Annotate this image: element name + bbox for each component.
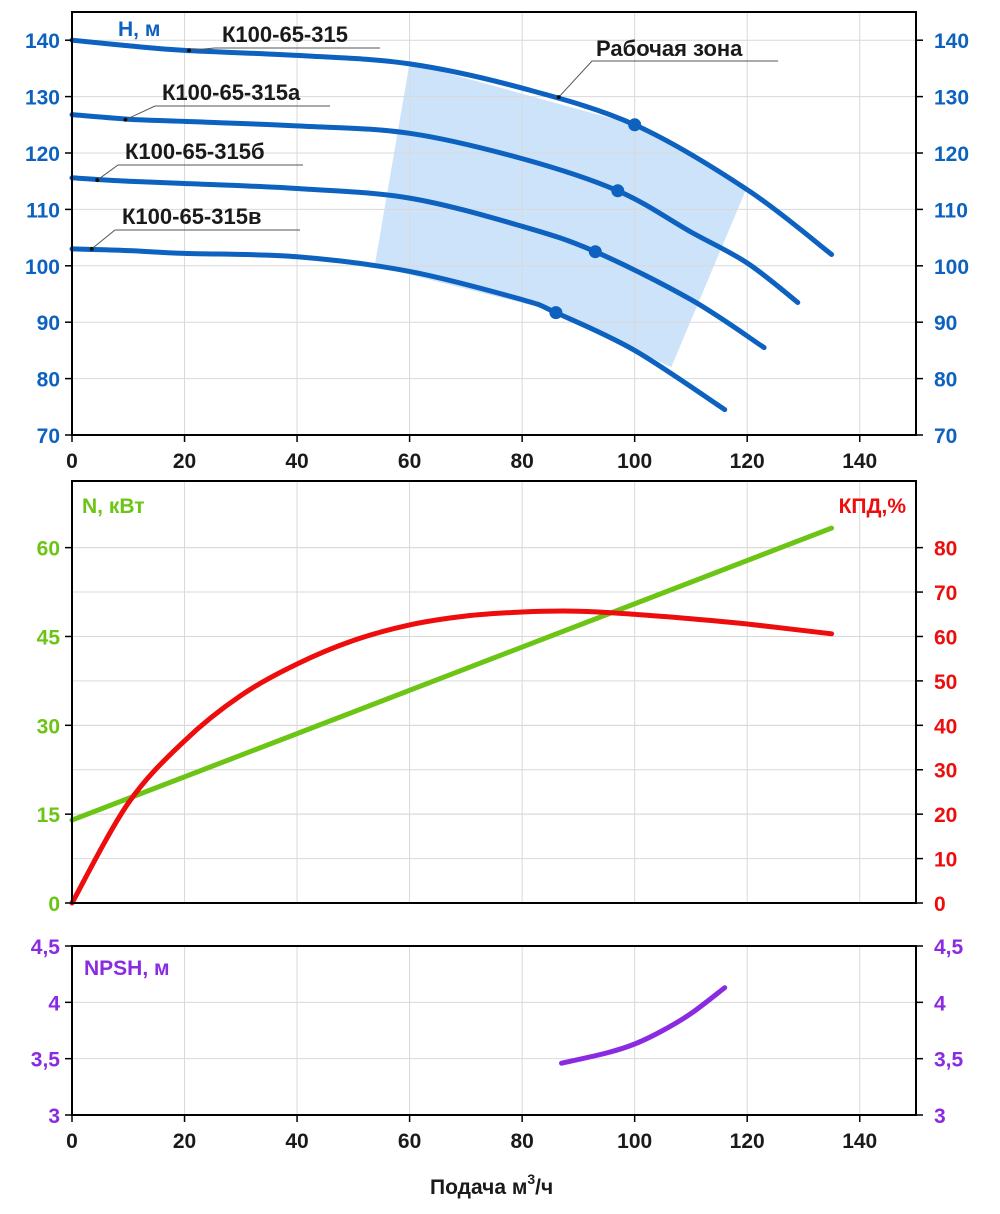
x-tick-label: 120 xyxy=(730,450,765,473)
y-tick-label: 80 xyxy=(934,369,957,392)
x-axis-title-main: Подача м xyxy=(430,1176,527,1199)
y-tick-label: 4,5 xyxy=(31,936,61,959)
curve-leader-line xyxy=(91,229,300,250)
y-tick-label: 30 xyxy=(934,760,957,783)
y-tick-label: 70 xyxy=(934,425,957,448)
y-tick-label: 3 xyxy=(48,1105,60,1128)
efficiency-curve xyxy=(69,608,835,906)
y-tick-label: 100 xyxy=(934,256,969,279)
y-tick-label: 60 xyxy=(37,538,60,561)
curve-leader-line xyxy=(125,105,330,121)
y-tick-label: 80 xyxy=(37,369,60,392)
x-tick-label: 20 xyxy=(173,450,196,473)
y-tick-label: 90 xyxy=(37,312,60,335)
y-tick-label: 4 xyxy=(48,992,60,1015)
work-zone-area xyxy=(374,62,748,368)
x-axis-title-superscript: 3 xyxy=(527,1171,535,1187)
y-tick-label: 120 xyxy=(934,143,969,166)
y-tick-label: 4,5 xyxy=(934,936,964,959)
y-tick-label: 15 xyxy=(37,804,61,827)
y-tick-label: 40 xyxy=(934,715,957,738)
y-tick-label: 3,5 xyxy=(934,1049,964,1072)
npsh-axis-title: NPSH, м xyxy=(84,957,170,980)
y-tick-label: 4 xyxy=(934,992,946,1015)
npsh-curve xyxy=(559,985,728,1066)
y-tick-label: 120 xyxy=(25,143,60,166)
y-tick-label: 100 xyxy=(25,256,60,279)
x-tick-label: 80 xyxy=(510,1130,533,1153)
curve-leader-dot xyxy=(95,178,100,183)
x-tick-label: 0 xyxy=(66,450,78,473)
x-axis-title-tail: /ч xyxy=(535,1176,553,1199)
power-axis-title: N, кВт xyxy=(82,495,145,518)
y-tick-label: 50 xyxy=(934,671,957,694)
y-tick-label: 110 xyxy=(934,199,968,222)
x-tick-label: 80 xyxy=(510,450,533,473)
curve-leader-dot xyxy=(187,48,192,53)
work-zone-leader-dot xyxy=(556,95,561,100)
head-curve xyxy=(69,246,728,413)
x-tick-label: 100 xyxy=(617,450,652,473)
curve-label: К100-65-315 xyxy=(222,22,348,47)
x-tick-label: 60 xyxy=(398,450,421,473)
operating-point-marker xyxy=(588,245,602,259)
efficiency-axis-title: КПД,% xyxy=(839,495,907,518)
work-zone-label: Рабочая зона xyxy=(596,36,743,61)
curve-leader-line xyxy=(97,164,303,181)
y-tick-label: 3,5 xyxy=(31,1049,61,1072)
work-zone-leader-line xyxy=(558,60,778,98)
npsh-plot-frame xyxy=(71,945,917,1116)
y-tick-label: 110 xyxy=(26,199,60,222)
curve-leader-dot xyxy=(123,117,128,122)
operating-point-marker xyxy=(628,118,642,132)
x-tick-label: 0 xyxy=(66,1130,78,1153)
y-tick-label: 140 xyxy=(25,30,60,53)
curve-label: К100-65-315б xyxy=(125,139,265,164)
x-tick-label: 100 xyxy=(617,1130,652,1153)
operating-point-marker xyxy=(611,184,625,198)
head-axis-title: H, м xyxy=(118,18,160,41)
y-tick-label: 0 xyxy=(934,893,946,916)
power-curve xyxy=(69,525,835,823)
y-tick-label: 10 xyxy=(934,849,957,872)
x-tick-label: 120 xyxy=(730,1130,765,1153)
x-tick-label: 140 xyxy=(842,1130,877,1153)
head-curve xyxy=(69,112,801,305)
y-tick-label: 20 xyxy=(934,804,957,827)
head-curve xyxy=(69,37,835,257)
head-plot-frame xyxy=(71,11,917,436)
y-tick-label: 3 xyxy=(934,1105,946,1128)
x-axis-title: Подача м3/ч xyxy=(430,1171,553,1199)
power-plot-frame xyxy=(71,480,917,904)
y-tick-label: 70 xyxy=(37,425,60,448)
curve-label: К100-65-315а xyxy=(162,80,301,105)
x-tick-label: 140 xyxy=(842,450,877,473)
x-tick-label: 40 xyxy=(285,1130,308,1153)
x-tick-label: 20 xyxy=(173,1130,196,1153)
y-tick-label: 130 xyxy=(934,87,969,110)
y-tick-label: 70 xyxy=(934,582,957,605)
y-tick-label: 60 xyxy=(934,626,957,649)
curve-leader-line xyxy=(188,47,380,51)
operating-point-marker xyxy=(549,306,563,320)
y-tick-label: 0 xyxy=(48,893,60,916)
curve-label: К100-65-315в xyxy=(122,204,262,229)
y-tick-label: 90 xyxy=(934,312,957,335)
y-tick-label: 45 xyxy=(37,626,61,649)
y-tick-label: 140 xyxy=(934,30,969,53)
head-curve xyxy=(69,175,767,351)
y-tick-label: 80 xyxy=(934,538,957,561)
y-tick-label: 130 xyxy=(25,87,60,110)
y-tick-label: 30 xyxy=(37,715,60,738)
x-tick-label: 40 xyxy=(285,450,308,473)
x-tick-label: 60 xyxy=(398,1130,421,1153)
curve-leader-dot xyxy=(89,246,94,251)
